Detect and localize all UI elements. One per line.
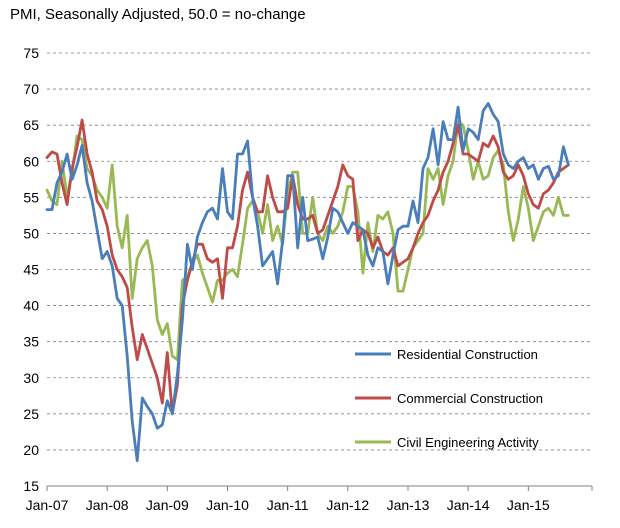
legend-label-3: Civil Engineering Activity xyxy=(397,435,539,450)
legend-label-2: Commercial Construction xyxy=(397,391,543,406)
y-tick-label: 45 xyxy=(23,262,39,278)
y-tick-label: 70 xyxy=(23,81,39,97)
series-line-residential-construction xyxy=(45,102,570,463)
y-tick-label: 60 xyxy=(23,153,39,169)
legend-label-1: Residential Construction xyxy=(397,347,538,362)
y-tick-label: 20 xyxy=(23,442,39,458)
x-tick-label: Jan-15 xyxy=(507,497,550,513)
x-tick-label: Jan-14 xyxy=(447,497,490,513)
chart-title: PMI, Seasonally Adjusted, 50.0 = no-chan… xyxy=(10,6,306,23)
x-tick-label: Jan-10 xyxy=(206,497,249,513)
y-tick-label: 30 xyxy=(23,370,39,386)
y-tick-label: 55 xyxy=(23,189,39,205)
x-tick-label: Jan-11 xyxy=(267,497,309,513)
y-tick-label: 25 xyxy=(23,406,39,422)
y-tick-label: 15 xyxy=(23,478,39,494)
x-tick-label: Jan-09 xyxy=(146,497,189,513)
y-tick-label: 40 xyxy=(23,298,39,314)
x-tick-label: Jan-13 xyxy=(387,497,430,513)
series-line-commercial-construction xyxy=(45,118,570,416)
x-tick-label: Jan-08 xyxy=(86,497,129,513)
x-tick-label: Jan-07 xyxy=(26,497,69,513)
y-tick-label: 75 xyxy=(23,45,39,61)
y-tick-label: 35 xyxy=(23,334,39,350)
x-tick-label: Jan-12 xyxy=(326,497,369,513)
y-tick-label: 50 xyxy=(23,225,39,241)
y-tick-label: 65 xyxy=(23,117,39,133)
